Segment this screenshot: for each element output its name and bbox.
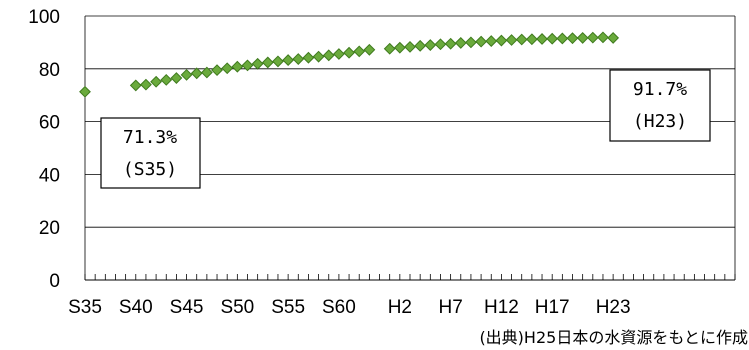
data-points bbox=[79, 31, 620, 98]
y-tick-label-40: 40 bbox=[39, 165, 60, 186]
annotation-box-s35 bbox=[100, 117, 201, 189]
data-point-s62 bbox=[353, 45, 366, 58]
data-point-h10 bbox=[475, 35, 488, 48]
annotation-s35: 71.3% (S35) bbox=[100, 117, 201, 189]
data-point-h20 bbox=[576, 32, 589, 44]
y-tick-labels: 0 20 40 60 80 100 bbox=[28, 7, 60, 292]
data-point-s51 bbox=[241, 59, 254, 72]
data-point-h23 bbox=[607, 32, 620, 44]
data-point-s63 bbox=[363, 43, 376, 56]
data-point-s50 bbox=[231, 60, 244, 73]
data-point-s61 bbox=[343, 46, 355, 59]
y-tick-label-20: 20 bbox=[39, 218, 60, 239]
data-point-s45 bbox=[180, 68, 193, 81]
annotation-period-h23: (H23) bbox=[633, 111, 687, 132]
data-point-h12 bbox=[495, 34, 508, 47]
data-point-s42 bbox=[150, 75, 163, 88]
x-tick-label-s35: S35 bbox=[68, 297, 102, 318]
x-tick-label-h2: H2 bbox=[388, 297, 412, 318]
data-point-s52 bbox=[251, 57, 264, 70]
x-tick-label-s45: S45 bbox=[170, 297, 204, 318]
x-tick-label-h17: H17 bbox=[535, 297, 570, 318]
data-point-h7 bbox=[444, 37, 457, 50]
data-point-s49 bbox=[221, 62, 234, 75]
y-tick-label-60: 60 bbox=[39, 113, 60, 134]
x-tick-label-s40: S40 bbox=[119, 297, 153, 318]
x-tick-label-h12: H12 bbox=[484, 297, 519, 318]
data-point-h14 bbox=[515, 33, 528, 46]
x-tick-label-s55: S55 bbox=[271, 297, 305, 318]
data-point-s35 bbox=[79, 85, 91, 98]
x-axis bbox=[84, 274, 736, 281]
data-point-h5 bbox=[424, 39, 437, 51]
annotation-value-s35: 71.3% bbox=[123, 127, 177, 148]
x-tick-labels: S35 S40 S45 S50 S55 S60 H2 H7 H12 H17 H23 bbox=[68, 297, 630, 318]
data-point-s57 bbox=[302, 51, 315, 64]
data-point-s59 bbox=[322, 49, 335, 62]
data-point-h15 bbox=[525, 33, 538, 46]
data-point-h18 bbox=[556, 32, 569, 45]
data-point-h13 bbox=[505, 34, 518, 46]
data-point-s54 bbox=[272, 55, 284, 68]
data-point-h9 bbox=[465, 36, 477, 49]
source-note: (出典)H25日本の水資源をもとに作成 bbox=[479, 328, 748, 347]
y-tick-label-100: 100 bbox=[28, 7, 60, 28]
y-tick-label-80: 80 bbox=[39, 60, 60, 81]
data-point-h17 bbox=[546, 32, 559, 45]
data-point-h1 bbox=[383, 42, 396, 55]
data-point-h19 bbox=[566, 32, 579, 45]
data-point-s44 bbox=[170, 72, 183, 84]
x-tick-label-s60: S60 bbox=[322, 297, 356, 318]
data-point-h22 bbox=[597, 31, 609, 44]
data-point-h6 bbox=[434, 38, 447, 51]
annotation-period-s35: (S35) bbox=[123, 159, 177, 180]
data-point-s43 bbox=[160, 73, 173, 86]
x-tick-label-h23: H23 bbox=[596, 297, 631, 318]
data-point-s46 bbox=[190, 67, 203, 80]
data-point-h21 bbox=[586, 31, 599, 44]
data-point-s40 bbox=[129, 79, 142, 92]
data-point-s48 bbox=[211, 64, 223, 77]
data-point-s58 bbox=[312, 50, 325, 63]
data-point-s60 bbox=[332, 48, 345, 60]
y-tick-label-0: 0 bbox=[49, 271, 60, 292]
x-tick-label-h7: H7 bbox=[438, 297, 462, 318]
data-point-h3 bbox=[404, 40, 416, 53]
annotation-value-h23: 91.7% bbox=[633, 79, 687, 100]
data-point-h8 bbox=[454, 37, 467, 49]
annotation-h23: 91.7% (H23) bbox=[609, 69, 711, 142]
data-point-s41 bbox=[140, 78, 152, 91]
data-point-h11 bbox=[485, 35, 498, 47]
data-point-h2 bbox=[393, 41, 406, 54]
data-point-h4 bbox=[414, 39, 427, 52]
annotation-box-h23 bbox=[609, 69, 711, 142]
x-tick-label-s50: S50 bbox=[220, 297, 254, 318]
data-point-h16 bbox=[536, 33, 548, 45]
data-point-s56 bbox=[292, 53, 305, 65]
data-point-s47 bbox=[200, 66, 213, 79]
data-point-s55 bbox=[282, 54, 295, 66]
data-point-s53 bbox=[261, 56, 274, 69]
